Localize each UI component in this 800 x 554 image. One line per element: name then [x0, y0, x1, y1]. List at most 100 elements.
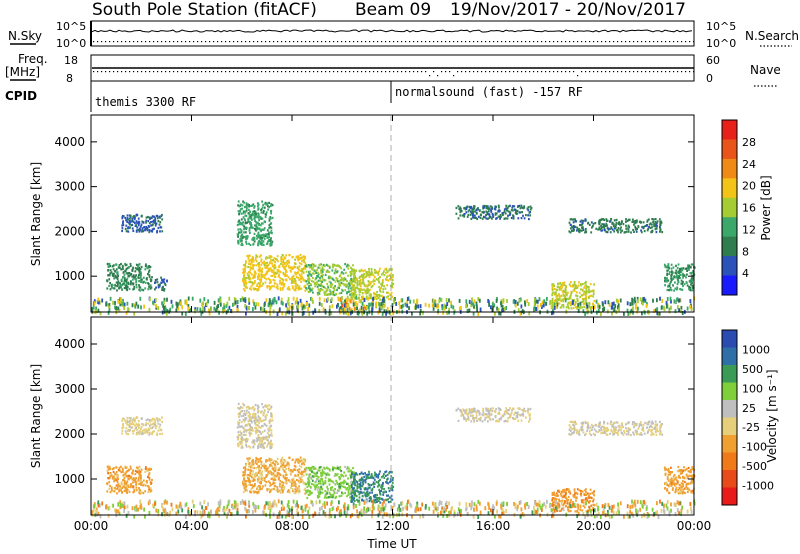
power-cell	[353, 289, 356, 292]
power-cell	[237, 242, 240, 245]
power-cell	[558, 288, 561, 291]
power-cell	[321, 270, 324, 273]
nsearch-dot	[293, 41, 295, 43]
power-cell	[685, 267, 688, 270]
power-cell	[177, 306, 180, 311]
velocity-cell	[285, 472, 287, 475]
nave-dot	[569, 71, 571, 73]
power-cell	[245, 241, 247, 244]
power-cell	[146, 229, 149, 232]
power-cell	[340, 297, 342, 302]
power-cell	[314, 309, 317, 314]
power-cell	[463, 207, 465, 210]
velocity-cell	[260, 441, 263, 444]
velocity-cell	[122, 473, 125, 477]
nave-dot	[689, 71, 691, 73]
velocity-cell	[307, 477, 310, 481]
power-cell	[270, 268, 272, 271]
power-cell	[569, 301, 572, 306]
velocity-cell	[279, 489, 282, 492]
nave-dot	[193, 71, 195, 73]
power-cell	[163, 281, 165, 284]
velocity-cell	[349, 470, 351, 473]
power-cell	[619, 231, 622, 234]
velocity-cell	[254, 460, 257, 463]
power-cell	[659, 225, 661, 229]
nave-dot	[553, 71, 555, 73]
velocity-cell	[253, 415, 255, 418]
nsearch-dot	[125, 41, 127, 43]
velocity-cell	[262, 446, 265, 449]
power-cell	[293, 277, 296, 280]
power-cell	[560, 294, 563, 297]
velocity-cell	[253, 412, 256, 415]
power-cell	[272, 269, 275, 272]
nave-dot	[141, 71, 143, 73]
velocity-cell	[245, 479, 248, 483]
nave-dot	[397, 71, 399, 73]
power-cell	[288, 261, 290, 264]
power-cell	[137, 276, 140, 279]
velocity-cell	[242, 414, 245, 417]
power-cell	[330, 297, 333, 302]
power-cell	[344, 263, 346, 266]
power-cell	[281, 278, 283, 281]
power-cell	[477, 215, 480, 218]
power-cell	[308, 312, 311, 316]
power-cell	[363, 298, 366, 302]
power-cell	[256, 228, 259, 231]
velocity-cell	[301, 459, 304, 462]
power-cell	[319, 290, 322, 293]
power-cell	[134, 221, 136, 225]
power-cell	[286, 287, 289, 290]
power-cell	[358, 276, 361, 279]
velocity-cell	[347, 491, 350, 494]
nsearch-dot	[361, 41, 363, 43]
power-cell	[254, 275, 256, 278]
nsky-tick-bottom: 10^0	[56, 37, 86, 50]
power-cell	[133, 285, 136, 289]
velocity-cell	[265, 469, 268, 472]
power-cell	[490, 305, 492, 310]
velocity-cell	[283, 477, 286, 480]
velocity-cell	[138, 466, 141, 469]
nsearch-dot	[201, 41, 203, 43]
power-cell	[129, 214, 132, 217]
power-cell	[574, 218, 576, 221]
power-cell	[678, 298, 681, 303]
power-cell	[239, 209, 241, 213]
power-cell	[260, 275, 263, 278]
velocity-cell	[147, 469, 150, 472]
power-cell	[368, 275, 371, 278]
velocity-cell	[143, 483, 145, 486]
power-cell	[494, 311, 496, 316]
power-cell	[659, 222, 662, 225]
power-cell	[260, 258, 263, 261]
power-cell	[572, 221, 575, 224]
power-cell	[450, 300, 452, 305]
power-cell	[367, 280, 370, 283]
nsearch-dot	[205, 41, 207, 43]
power-cell	[333, 286, 336, 289]
velocity-cell	[265, 437, 268, 440]
power-cell	[600, 229, 603, 232]
power-cell	[381, 283, 383, 286]
power-cell	[258, 240, 261, 243]
power-cell	[445, 297, 448, 302]
velocity-cell	[298, 464, 301, 467]
velocity-cell	[348, 467, 350, 470]
power-cell	[219, 298, 222, 303]
power-cell	[269, 311, 271, 316]
power-cell	[264, 273, 266, 277]
power-cell	[336, 286, 339, 289]
velocity-cell	[242, 418, 245, 421]
power-cell	[303, 257, 306, 260]
nave-dot	[585, 71, 587, 73]
velocity-cell	[236, 436, 239, 439]
nave-dot	[93, 71, 95, 73]
nave-dot	[137, 71, 139, 73]
power-cell	[157, 220, 160, 223]
velocity-cell	[269, 445, 272, 448]
power-cell	[282, 263, 284, 266]
nave-dot	[417, 71, 419, 73]
